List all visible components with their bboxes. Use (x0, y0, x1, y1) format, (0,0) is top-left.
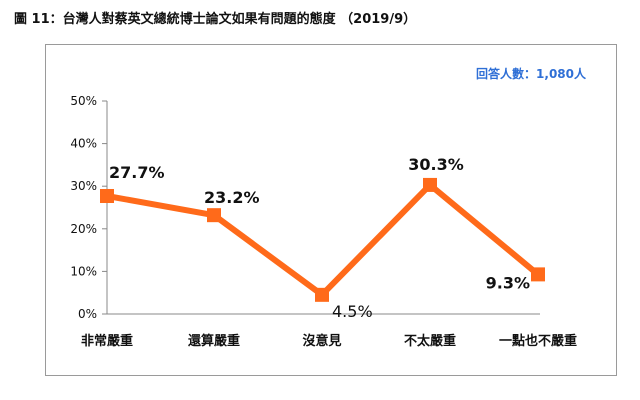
chart-frame: 回答人數：1,080人 (45, 44, 617, 376)
y-tick-label: 30% (70, 179, 97, 193)
x-category-label: 一點也不嚴重 (499, 333, 577, 349)
data-label: 30.3% (408, 155, 464, 174)
data-point-marker (207, 208, 221, 223)
data-point-marker (423, 177, 437, 192)
y-tick-label: 10% (70, 264, 97, 278)
data-label: 27.7% (109, 163, 165, 182)
data-point-marker (100, 188, 114, 203)
y-tick-label: 40% (70, 137, 97, 151)
x-category-label: 沒意見 (302, 333, 341, 349)
data-point-marker (531, 267, 545, 282)
x-category-label: 非常嚴重 (81, 333, 133, 349)
y-tick-label: 20% (70, 222, 97, 236)
y-tick-label: 50% (70, 94, 97, 108)
series-line (104, 181, 541, 298)
y-tick-label: 0% (78, 307, 97, 321)
data-label: 23.2% (204, 188, 260, 207)
respondent-count: 回答人數：1,080人 (476, 67, 586, 81)
data-label: 4.5% (332, 302, 373, 321)
x-category-label: 還算嚴重 (188, 333, 240, 349)
x-category-label: 不太嚴重 (404, 333, 456, 349)
data-label: 9.3% (486, 273, 530, 292)
data-point-marker (315, 287, 329, 302)
page-title: 圖 11：台灣人對蔡英文總統博士論文如果有問題的態度 （2019/9） (14, 12, 417, 27)
